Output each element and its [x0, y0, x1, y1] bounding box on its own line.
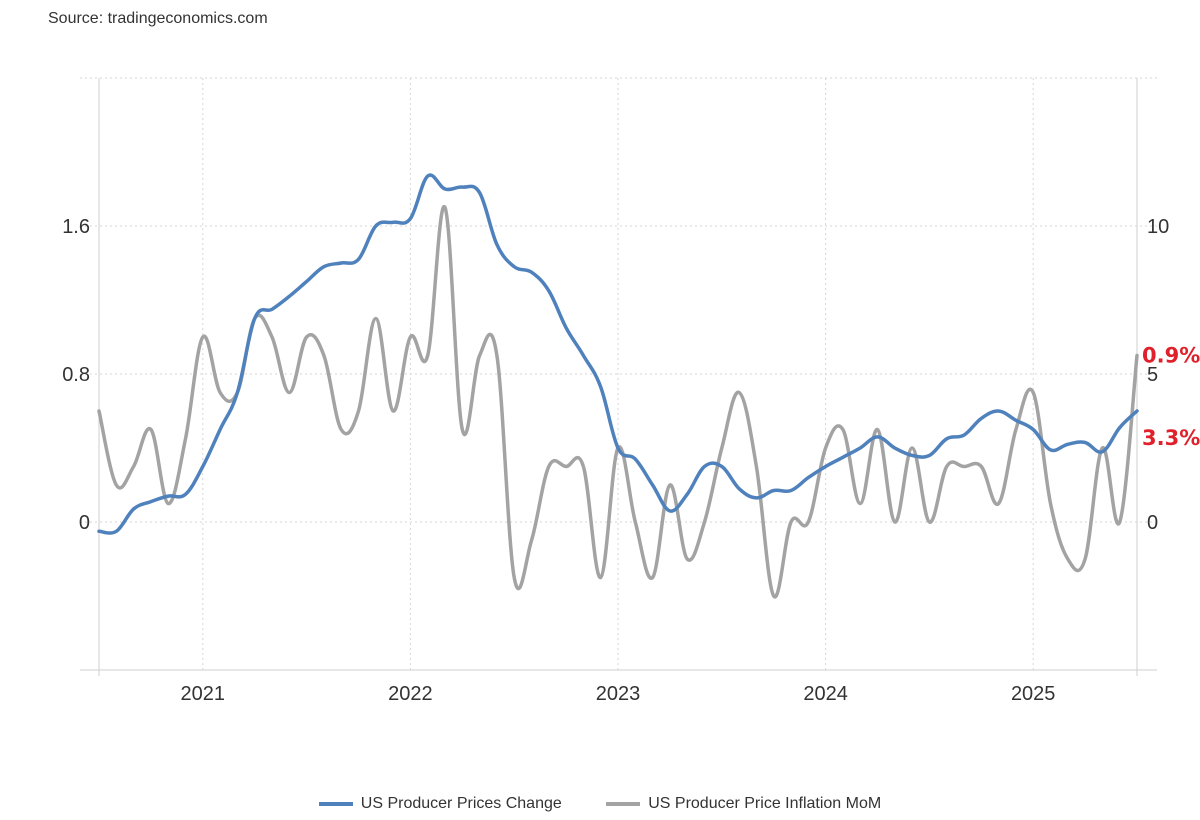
last-value-annotation: 0.9%: [1142, 344, 1200, 368]
y-left-tick-label: 0.8: [62, 364, 90, 386]
series-line-ppi-mom: [97, 205, 1139, 599]
axis-layer: [80, 78, 1157, 676]
line-chart: 0 0.8 1.6 0 5 10 2021 2022 2023 2024 2025 0.9% 3.3%: [62, 77, 1200, 705]
x-tick-label: 2024: [803, 683, 848, 705]
x-tick-label: 2025: [1011, 683, 1056, 705]
y-right-tick-label: 5: [1147, 364, 1158, 386]
y-left-tick-label: 1.6: [62, 216, 90, 238]
legend-label: US Producer Prices Change: [360, 795, 562, 812]
label-layer: 0 0.8 1.6 0 5 10 2021 2022 2023 2024 2025 0.9% 3.3%: [62, 216, 1200, 705]
x-tick-label: 2023: [596, 683, 641, 705]
series-layer: [97, 173, 1139, 599]
legend-label: US Producer Price Inflation MoM: [648, 795, 882, 812]
y-right-tick-label: 10: [1147, 216, 1169, 238]
legend-swatch-gray: [606, 802, 641, 806]
legend: US Producer Prices Change US Producer Pr…: [0, 793, 1200, 813]
y-left-tick-label: 0: [79, 512, 90, 534]
legend-item-ppi-mom[interactable]: US Producer Price Inflation MoM: [606, 795, 881, 813]
legend-swatch-blue: [318, 802, 353, 806]
x-tick-label: 2021: [181, 683, 226, 705]
last-value-annotation: 3.3%: [1142, 426, 1200, 450]
y-right-tick-label: 0: [1147, 512, 1158, 534]
series-line-producer-prices-change: [97, 173, 1139, 535]
source-label: Source: tradingeconomics.com: [48, 10, 268, 27]
legend-item-producer-prices-change[interactable]: US Producer Prices Change: [318, 795, 562, 813]
grid-layer: [80, 77, 1157, 670]
x-tick-label: 2022: [388, 683, 433, 705]
